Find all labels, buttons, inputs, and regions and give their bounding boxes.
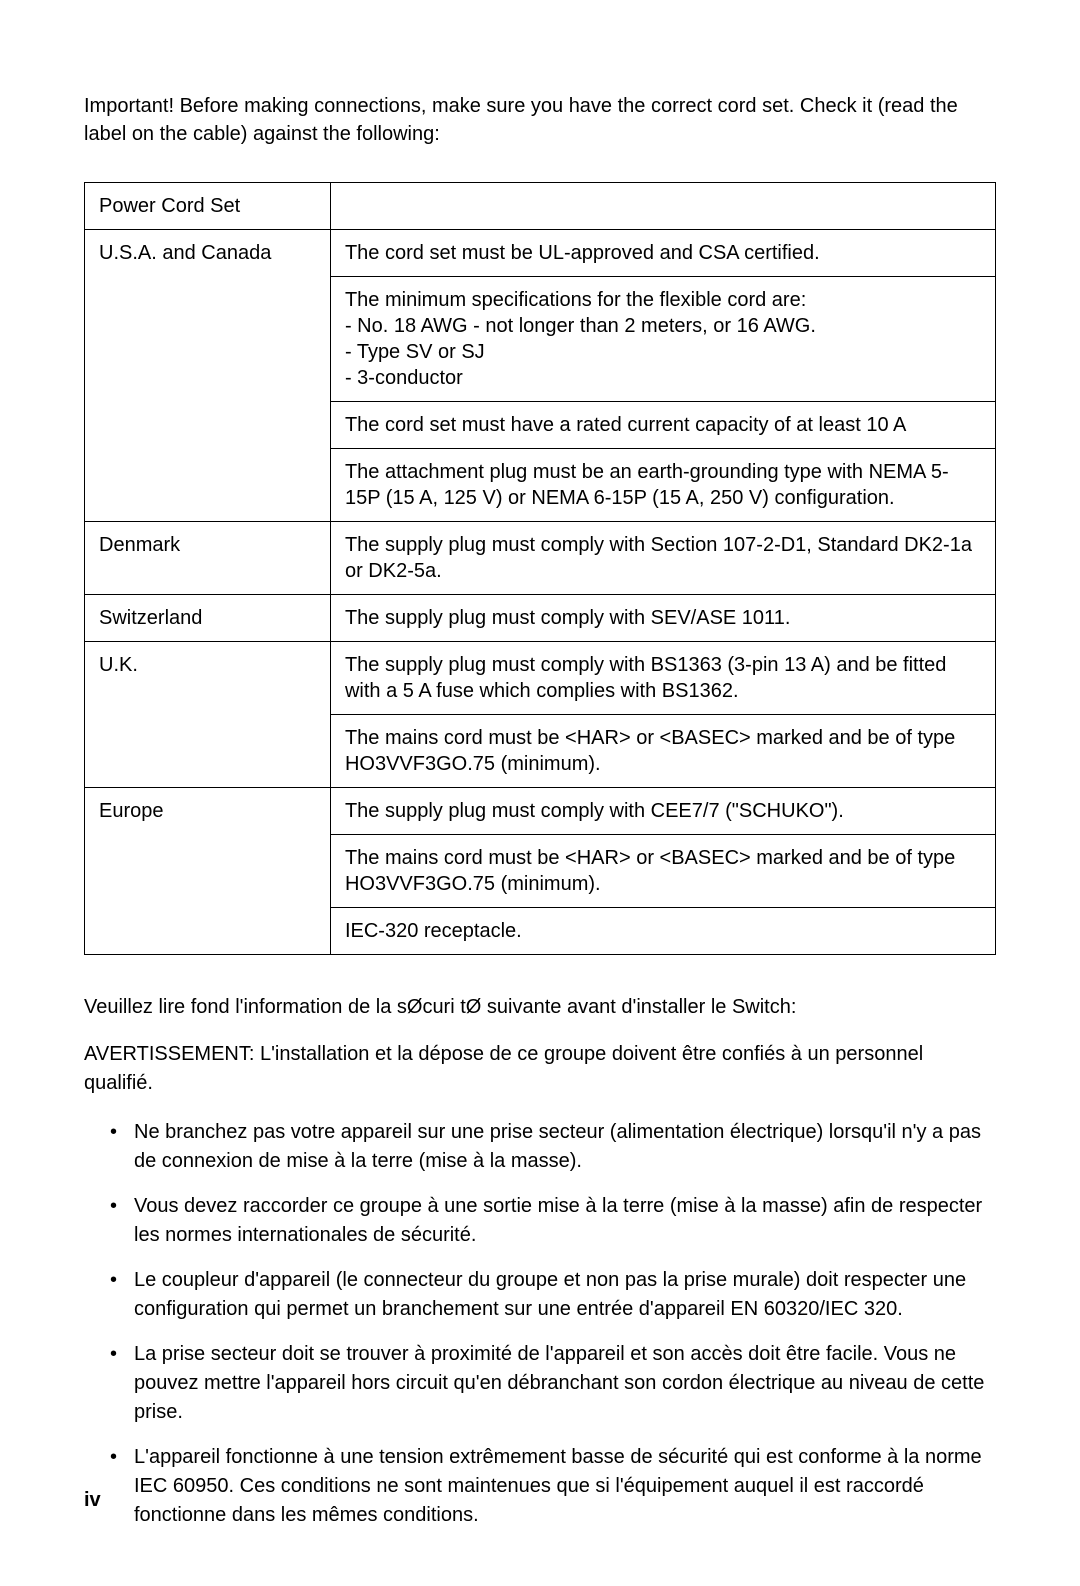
page-number: iv — [84, 1489, 101, 1512]
table-spec: The cord set must have a rated current c… — [330, 402, 995, 449]
list-item: L'appareil fonctionne à une tension extr… — [110, 1443, 996, 1530]
table-region: Denmark — [85, 522, 331, 595]
table-spec: The supply plug must comply with CEE7/7 … — [330, 788, 995, 835]
table-region: Switzerland — [85, 595, 331, 642]
list-item: La prise secteur doit se trouver à proxi… — [110, 1340, 996, 1427]
table-spec: The supply plug must comply with Section… — [330, 522, 995, 595]
intro-text: Important! Before making connections, ma… — [84, 92, 996, 148]
french-warning: AVERTISSEMENT: L'installation et la dépo… — [84, 1040, 996, 1098]
french-bullets: Ne branchez pas votre appareil sur une p… — [84, 1118, 996, 1530]
table-region: Europe — [85, 788, 331, 955]
table-header-empty — [330, 183, 995, 230]
table-region: U.S.A. and Canada — [85, 230, 331, 522]
table-spec: The cord set must be UL-approved and CSA… — [330, 230, 995, 277]
table-spec: The supply plug must comply with SEV/ASE… — [330, 595, 995, 642]
table-spec: The attachment plug must be an earth-gro… — [330, 449, 995, 522]
table-spec: IEC-320 receptacle. — [330, 908, 995, 955]
table-spec: The mains cord must be <HAR> or <BASEC> … — [330, 715, 995, 788]
table-spec: The minimum specifications for the flexi… — [330, 277, 995, 402]
table-spec: The mains cord must be <HAR> or <BASEC> … — [330, 835, 995, 908]
table-region: U.K. — [85, 642, 331, 788]
table-header: Power Cord Set — [85, 183, 331, 230]
french-intro: Veuillez lire fond l'information de la s… — [84, 993, 996, 1022]
list-item: Le coupleur d'appareil (le connecteur du… — [110, 1266, 996, 1324]
power-cord-table: Power Cord Set U.S.A. and Canada The cor… — [84, 182, 996, 955]
table-spec: The supply plug must comply with BS1363 … — [330, 642, 995, 715]
list-item: Ne branchez pas votre appareil sur une p… — [110, 1118, 996, 1176]
list-item: Vous devez raccorder ce groupe à une sor… — [110, 1192, 996, 1250]
